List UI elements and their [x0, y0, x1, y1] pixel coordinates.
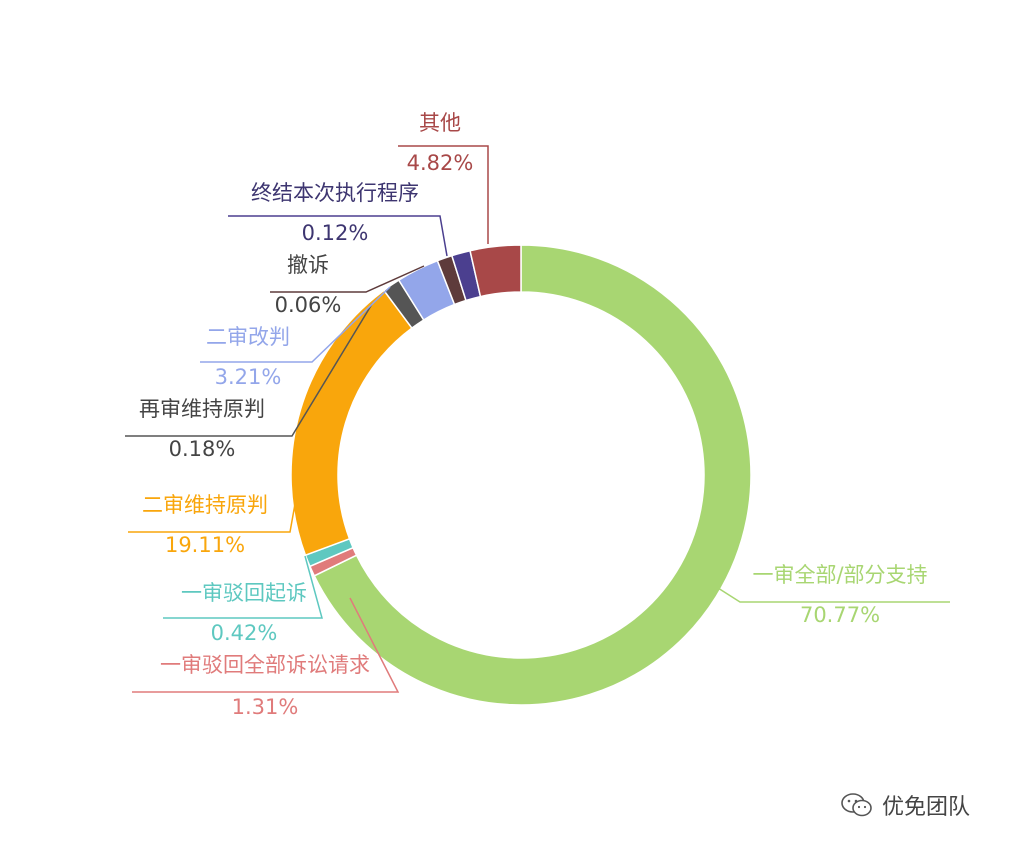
leader-line-7	[228, 215, 448, 257]
leader-line-3	[128, 475, 301, 533]
slice-value-6: 0.06%	[275, 293, 342, 317]
watermark-text: 优免团队	[882, 795, 971, 820]
slice-value-7: 0.12%	[302, 221, 369, 245]
slice-label-4: 再审维持原判	[139, 397, 265, 421]
slice-label-6: 撤诉	[287, 253, 329, 277]
slice-value-1: 1.31%	[232, 695, 299, 719]
wechat-icon	[841, 793, 872, 817]
slice-value-2: 0.42%	[211, 621, 278, 645]
leader-line-1	[132, 597, 400, 693]
slice-label-8: 其他	[419, 111, 461, 135]
slice-value-5: 3.21%	[215, 365, 282, 389]
leader-line-4	[125, 303, 373, 437]
slice-3	[290, 289, 413, 557]
slice-label-1: 一审驳回全部诉讼请求	[160, 653, 370, 677]
slice-8	[469, 244, 522, 298]
slice-value-4: 0.18%	[169, 437, 236, 461]
leader-line-6	[270, 265, 425, 293]
slice-label-5: 二审改判	[206, 325, 290, 349]
leader-line-0	[717, 587, 950, 603]
leader-line-5	[200, 286, 391, 363]
slice-label-2: 一审驳回起诉	[181, 581, 307, 605]
watermark: 优免团队	[840, 790, 970, 820]
slice-value-0: 70.77%	[800, 603, 880, 627]
slice-label-3: 二审维持原判	[142, 493, 268, 517]
slice-0	[313, 244, 752, 706]
slice-label-7: 终结本次执行程序	[251, 181, 419, 205]
slice-label-0: 一审全部/部分支持	[752, 563, 927, 587]
leader-line-2	[163, 555, 323, 619]
slice-value-3: 19.11%	[165, 533, 245, 557]
leader-line-8	[398, 145, 489, 244]
slice-value-8: 4.82%	[407, 151, 474, 175]
